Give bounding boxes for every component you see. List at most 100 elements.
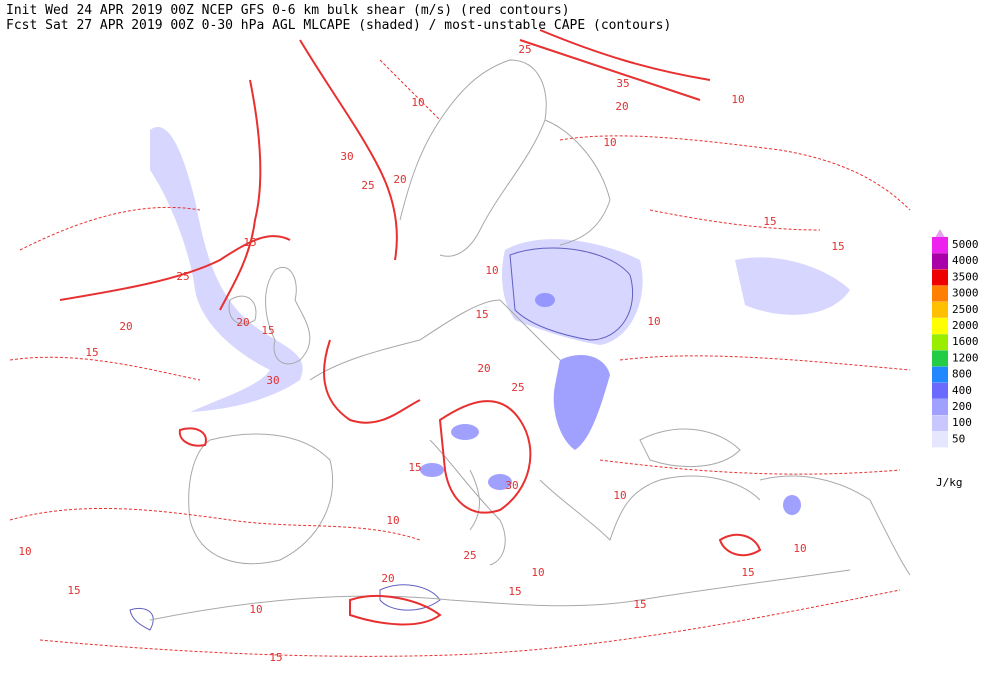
shear-contour (559, 135, 911, 211)
cape-area (420, 463, 444, 477)
contour-label: 20 (393, 173, 406, 186)
shear-contours (9, 29, 911, 657)
contour-label: 25 (511, 381, 524, 394)
legend-swatch (932, 301, 948, 318)
coastlines (149, 59, 911, 621)
shear-contour (519, 29, 711, 101)
contour-label: 30 (340, 150, 353, 163)
legend-swatch (932, 431, 948, 448)
legend-label: 1200 (952, 351, 979, 364)
legend-label: 100 (952, 416, 972, 429)
shear-contour (349, 594, 442, 626)
shear-contour (599, 355, 911, 475)
contour-label: 35 (616, 77, 629, 90)
shear-contour (323, 339, 421, 424)
coastline (539, 475, 761, 541)
contour-label: 15 (763, 215, 776, 228)
shear-contour (379, 59, 821, 231)
shear-contour (219, 79, 262, 311)
coastline (309, 299, 561, 381)
cape-contour (129, 607, 154, 631)
legend-swatch (932, 285, 948, 302)
shear-contour (9, 206, 201, 381)
cape-area (735, 257, 850, 315)
contour-label: 15 (633, 598, 646, 611)
contour-label: 25 (463, 549, 476, 562)
legend-swatch (932, 269, 948, 286)
contour-label: 15 (508, 585, 521, 598)
legend-label: 3500 (952, 270, 979, 283)
contour-label: 10 (485, 264, 498, 277)
cape-area (451, 424, 479, 440)
cape-contour (379, 584, 441, 611)
contour-label: 15 (475, 308, 488, 321)
contour-label: 10 (793, 542, 806, 555)
contour-label: 15 (408, 461, 421, 474)
contour-label: 30 (266, 374, 279, 387)
contour-label: 10 (731, 93, 744, 106)
legend-swatch (932, 399, 948, 415)
contour-label: 25 (518, 43, 531, 56)
legend-swatch (932, 350, 948, 367)
coastline (639, 428, 741, 468)
cape-area (488, 474, 512, 490)
contour-label: 10 (249, 603, 262, 616)
contour-label: 25 (176, 270, 189, 283)
cape-area (783, 495, 801, 515)
cape-area (502, 239, 643, 345)
contour-label: 20 (381, 572, 394, 585)
legend-label: 1600 (952, 335, 979, 348)
shear-contour (438, 400, 532, 514)
cape-area (535, 293, 555, 307)
legend-swatch (932, 237, 948, 253)
coastline (149, 569, 851, 621)
contour-label: 10 (531, 566, 544, 579)
legend-swatch (932, 334, 948, 351)
contour-label: 15 (85, 346, 98, 359)
shear-contour (718, 533, 762, 557)
contour-label: 30 (505, 479, 518, 492)
contour-label: 10 (603, 136, 616, 149)
shear-contour (39, 589, 901, 657)
contour-label: 20 (615, 100, 628, 113)
legend-swatch (932, 318, 948, 334)
legend-label: 3000 (952, 287, 979, 300)
legend-label: 50 (952, 432, 965, 445)
coastline (265, 267, 311, 365)
header-line: Init Wed 24 APR 2019 00Z NCEP GFS 0-6 km… (6, 3, 570, 18)
coastline (228, 295, 257, 325)
contour-label: 25 (361, 179, 374, 192)
coastline (188, 433, 334, 565)
legend-label: 5000 (952, 238, 979, 251)
shear-contour (9, 507, 421, 541)
contour-label: 20 (236, 316, 249, 329)
coastline (544, 119, 611, 246)
contour-label: 15 (261, 324, 274, 337)
legend-label: 200 (952, 400, 972, 413)
coastline (399, 59, 547, 257)
legend-label: 2500 (952, 303, 979, 316)
coastline (759, 475, 911, 576)
contour-label: 15 (831, 240, 844, 253)
cape-area (553, 355, 610, 450)
legend: 5000 4000 3500 3000 2500 2000 1600 1200 800 400 20… (932, 229, 979, 489)
contour-label: 15 (269, 651, 282, 664)
shear-contour (59, 235, 291, 301)
contour-label: 10 (613, 489, 626, 502)
header-line: Fcst Sat 27 APR 2019 00Z 0-30 hPa AGL ML… (6, 18, 671, 33)
cape-area (150, 127, 303, 413)
contour-label: 10 (411, 96, 424, 109)
contour-label: 15 (243, 236, 256, 249)
legend-label: 400 (952, 384, 972, 397)
shear-contour (178, 427, 207, 447)
legend-swatch (932, 415, 948, 432)
shear-labels: 10 30 25 20 15 25 20 15 20 15 30 10 15 20 25 15 30 10 25 20… (18, 43, 844, 664)
legend-label: 2000 (952, 319, 979, 332)
legend-label: 4000 (952, 254, 979, 267)
cape-shading (129, 127, 850, 631)
legend-swatch (932, 382, 948, 399)
contour-label: 15 (67, 584, 80, 597)
contour-label: 10 (386, 514, 399, 527)
contour-label: 15 (741, 566, 754, 579)
